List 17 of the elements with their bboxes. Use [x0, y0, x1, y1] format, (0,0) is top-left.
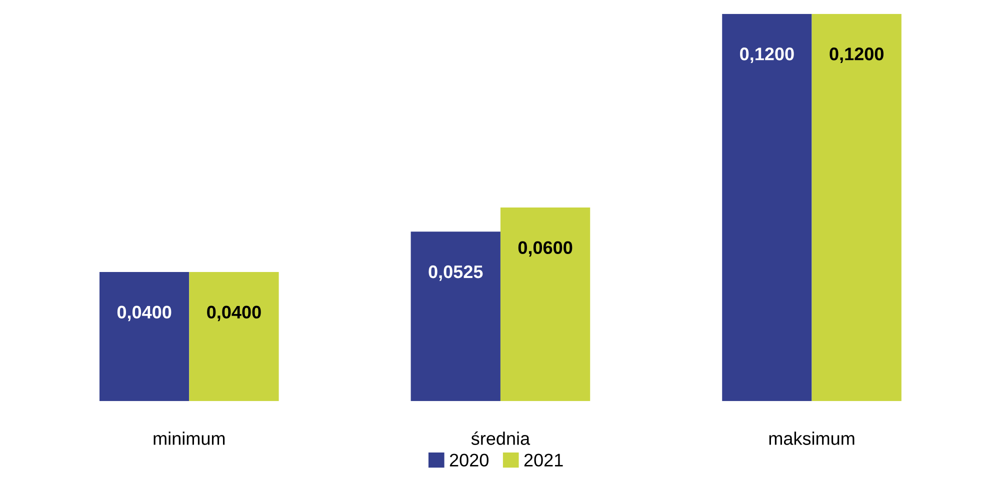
- bar: [812, 14, 902, 402]
- data-label: 0,0525: [428, 265, 483, 281]
- legend-label: 2020: [450, 454, 488, 467]
- bar: [410, 232, 500, 402]
- x-tick-label: średnia: [471, 431, 530, 445]
- data-label: 0,1200: [830, 48, 884, 63]
- data-label: 0,0400: [207, 306, 261, 322]
- data-label: 0,1200: [740, 48, 794, 63]
- bar: [722, 14, 812, 402]
- x-tick-label: maksimum: [769, 432, 854, 445]
- bar: [189, 272, 279, 402]
- data-label: 0,0400: [117, 306, 172, 322]
- bar: [99, 272, 190, 402]
- bar: [500, 207, 590, 402]
- x-tick-label: minimum: [154, 432, 225, 445]
- data-label: 0,0600: [518, 241, 572, 257]
- legend-label: 2021: [524, 454, 563, 467]
